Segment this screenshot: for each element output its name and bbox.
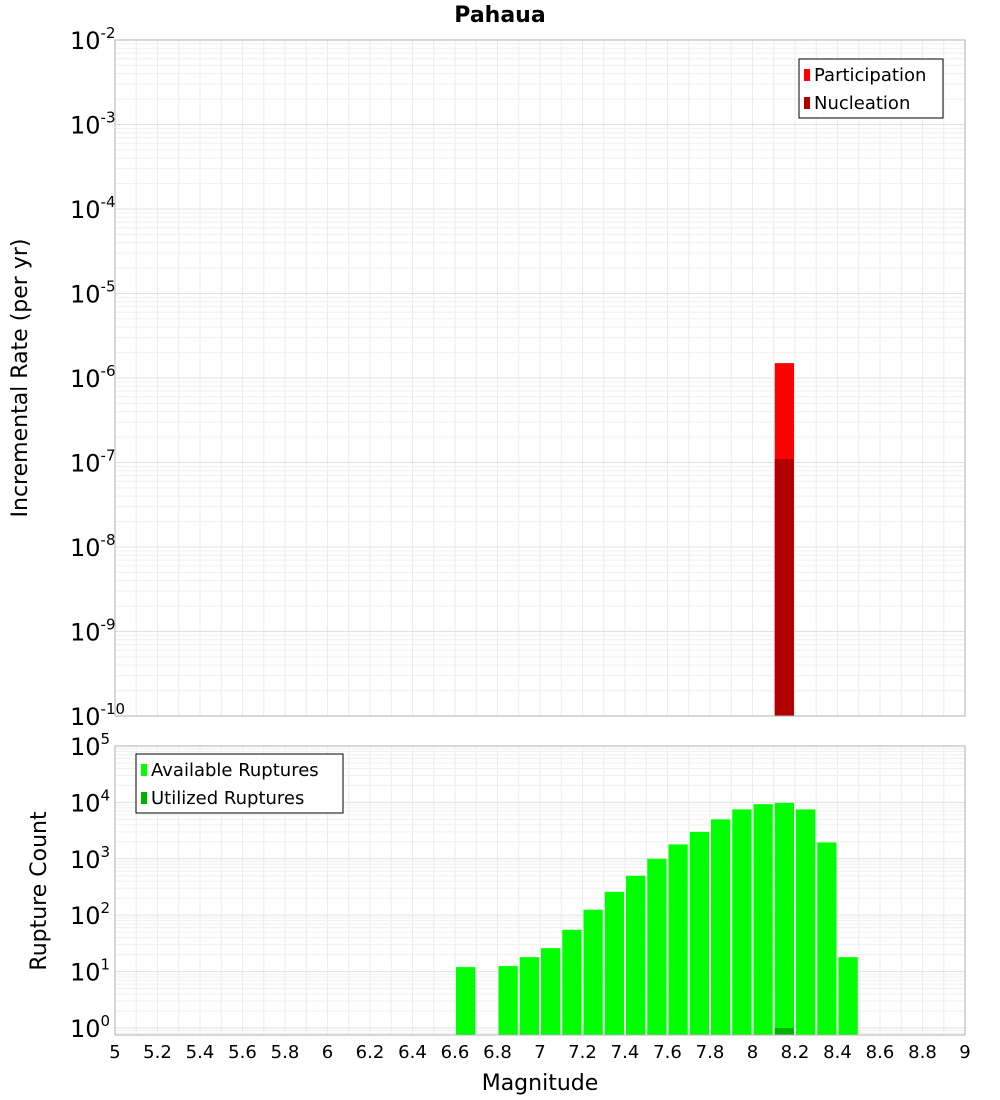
top-ytick-label: 10-2 bbox=[70, 24, 116, 55]
bottom-ytick-label: 105 bbox=[70, 730, 110, 761]
bottom-bar bbox=[583, 909, 603, 1035]
bottom-bar bbox=[774, 1027, 794, 1035]
bottom-legend-box bbox=[135, 753, 344, 814]
x-tick-label: 5.2 bbox=[143, 1042, 172, 1063]
top-legend: Participation Nucleation bbox=[798, 58, 944, 119]
top-ytick-label: 10-6 bbox=[70, 362, 116, 393]
top-legend-swatch bbox=[804, 97, 810, 109]
bottom-ytick-label: 104 bbox=[70, 786, 110, 817]
x-tick-label: 6.6 bbox=[441, 1042, 470, 1063]
bottom-ytick-label: 102 bbox=[70, 899, 110, 930]
bottom-bar bbox=[541, 948, 561, 1035]
bottom-bar bbox=[838, 957, 858, 1035]
x-tick-label: 7 bbox=[534, 1042, 545, 1063]
x-tick-labels: 5 5.2 5.4 5.6 5.8 6 6.2 6.4 6.6 6.8 7 7.2 7.4 7.6 7.8 8… bbox=[109, 1042, 970, 1063]
top-legend-box bbox=[798, 58, 944, 119]
x-tick-label: 6.8 bbox=[483, 1042, 512, 1063]
top-series-1 bbox=[774, 459, 794, 716]
bottom-bar bbox=[774, 802, 794, 1035]
bottom-bar bbox=[689, 831, 709, 1035]
bottom-bar bbox=[711, 819, 731, 1035]
bottom-bar bbox=[796, 809, 816, 1035]
top-legend-label: Participation bbox=[814, 65, 926, 86]
bottom-legend-swatch bbox=[141, 792, 147, 804]
top-bar bbox=[774, 459, 794, 716]
x-tick-label: 5.4 bbox=[186, 1042, 215, 1063]
bottom-bar bbox=[498, 966, 518, 1035]
bottom-ytick-label: 100 bbox=[70, 1012, 110, 1043]
bottom-legend-swatch bbox=[141, 764, 147, 776]
top-ytick-label: 10-7 bbox=[70, 447, 116, 478]
bottom-legend-label: Available Ruptures bbox=[151, 760, 319, 781]
x-tick-label: 7.8 bbox=[696, 1042, 725, 1063]
bottom-bar bbox=[732, 809, 752, 1035]
x-tick-label: 7.4 bbox=[611, 1042, 640, 1063]
bottom-ytick-label: 101 bbox=[70, 956, 110, 987]
top-grid bbox=[114, 40, 966, 717]
x-tick-label: 6 bbox=[322, 1042, 333, 1063]
bottom-bar bbox=[626, 875, 646, 1035]
bottom-legend-label: Utilized Ruptures bbox=[151, 788, 304, 809]
x-tick-label: 6.2 bbox=[356, 1042, 385, 1063]
bottom-legend: Available Ruptures Utilized Ruptures bbox=[135, 753, 344, 814]
bottom-bar bbox=[817, 842, 837, 1035]
bottom-series-0 bbox=[456, 802, 858, 1035]
bottom-ylabel: Rupture Count bbox=[27, 811, 52, 971]
bottom-bar bbox=[647, 858, 667, 1035]
x-tick-label: 8.2 bbox=[781, 1042, 810, 1063]
x-tick-label: 8.8 bbox=[908, 1042, 937, 1063]
bottom-bar bbox=[562, 929, 582, 1035]
x-tick-label: 5.6 bbox=[228, 1042, 257, 1063]
top-frame bbox=[114, 39, 966, 717]
bottom-bar bbox=[604, 891, 624, 1035]
bottom-panel: 105 104 103 102 101 100 Available Ruptures Util… bbox=[70, 730, 966, 1043]
top-ytick-label: 10-5 bbox=[70, 278, 116, 309]
bottom-bar bbox=[519, 957, 539, 1035]
x-tick-label: 6.4 bbox=[398, 1042, 427, 1063]
chart-title: Pahaua bbox=[454, 3, 545, 28]
top-ytick-label: 10-8 bbox=[70, 531, 116, 562]
x-tick-label: 9 bbox=[959, 1042, 970, 1063]
bottom-grid bbox=[114, 746, 966, 1035]
x-tick-label: 8.6 bbox=[866, 1042, 895, 1063]
top-ytick-label: 10-3 bbox=[70, 109, 116, 140]
bottom-bar bbox=[456, 967, 476, 1035]
top-legend-label: Nucleation bbox=[814, 93, 910, 114]
bottom-bar bbox=[668, 844, 688, 1035]
top-ytick-label: 10-9 bbox=[70, 616, 116, 647]
x-tick-label: 8.4 bbox=[823, 1042, 852, 1063]
top-panel: 10-2 10-3 10-4 10-5 10-6 10-7 10-8 10-9 10-10 Par… bbox=[70, 24, 966, 731]
x-tick-label: 7.2 bbox=[568, 1042, 597, 1063]
bottom-ytick-label: 103 bbox=[70, 843, 110, 874]
top-ylabel: Incremental Rate (per yr) bbox=[8, 239, 33, 518]
bottom-bar bbox=[753, 804, 773, 1035]
bottom-frame bbox=[114, 745, 966, 1036]
x-tick-label: 8 bbox=[747, 1042, 758, 1063]
top-legend-swatch bbox=[804, 69, 810, 81]
x-tick-label: 7.6 bbox=[653, 1042, 682, 1063]
bottom-series-1 bbox=[774, 1027, 794, 1035]
top-ytick-label: 10-10 bbox=[70, 700, 125, 731]
x-tick-label: 5.8 bbox=[271, 1042, 300, 1063]
x-tick-label: 5 bbox=[109, 1042, 120, 1063]
x-axis-label: Magnitude bbox=[482, 1071, 599, 1096]
top-ytick-label: 10-4 bbox=[70, 193, 116, 224]
